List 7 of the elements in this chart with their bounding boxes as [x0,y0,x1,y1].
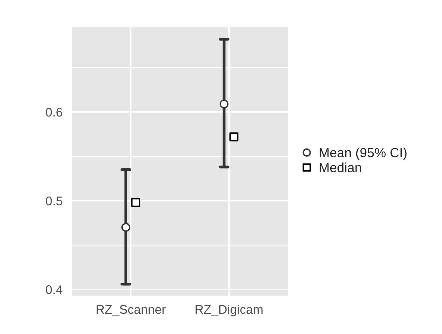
legend-label: Median [320,162,362,172]
y-tick-label: 0.5 [46,196,62,206]
y-tick-label: 0.6 [46,108,62,117]
x-tick-label: RZ_Digicam [196,304,263,317]
x-tick-label: RZ_Scanner [96,305,166,316]
legend-label: Mean (95% CI) [320,148,407,160]
y-tick-label: 0.4 [46,286,63,294]
